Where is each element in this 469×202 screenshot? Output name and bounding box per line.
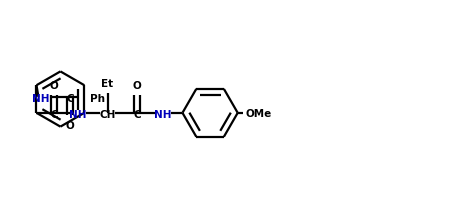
Text: NH: NH	[32, 94, 49, 103]
Text: OMe: OMe	[246, 108, 272, 118]
Text: O: O	[50, 81, 59, 91]
Text: C: C	[66, 94, 74, 103]
Text: Et: Et	[101, 79, 113, 89]
Text: NH: NH	[154, 109, 172, 119]
Text: O: O	[133, 81, 142, 91]
Text: NH: NH	[69, 109, 87, 119]
Text: O: O	[66, 120, 75, 130]
Text: C: C	[51, 109, 58, 119]
Text: Ph: Ph	[90, 94, 105, 103]
Text: CH: CH	[99, 109, 116, 119]
Text: C: C	[133, 109, 141, 119]
